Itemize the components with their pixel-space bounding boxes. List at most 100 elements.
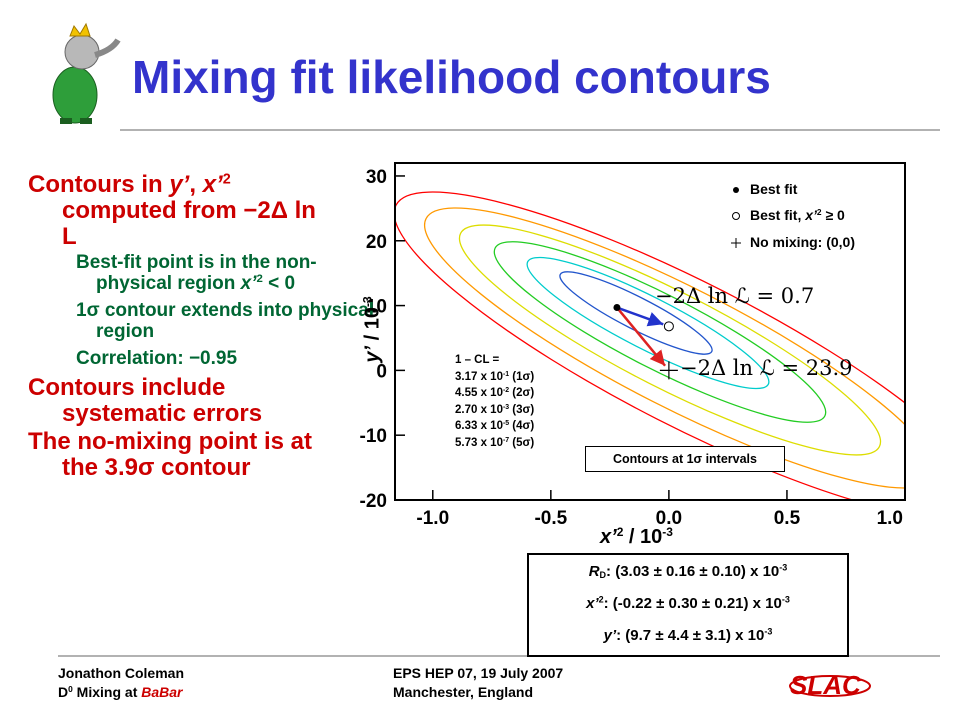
y-axis-label: y’ / 10-3 (360, 296, 385, 363)
legend-entry: No mixing: (0,0) (750, 234, 855, 250)
cl-line: 6.33 x 10-5 (4σ) (455, 418, 534, 435)
text-run: 6.33 x 10 (455, 420, 503, 432)
x-tick-label: 1.0 (877, 508, 903, 529)
footer-left: Jonathon Coleman D0 Mixing at BaBar (58, 664, 184, 702)
text-run: -5 (502, 419, 510, 427)
y-tick-label: -20 (360, 491, 387, 512)
text-run: ≥ 0 (821, 207, 845, 223)
text-run: -3 (502, 403, 510, 411)
cl-title: 1 – CL = (455, 354, 500, 366)
text-run: , (189, 171, 203, 198)
text-run: 2 (256, 273, 263, 286)
author: Jonathon Coleman (58, 665, 185, 681)
text-run: 2 (598, 594, 604, 605)
text-run: 2 (222, 171, 231, 188)
logo-orbit (789, 675, 871, 697)
text-run: 2 (616, 524, 624, 539)
result-line: RD: (3.03 ± 0.16 ± 0.10) x 10-3 (529, 557, 847, 587)
y-tick-label: 0 (376, 361, 387, 382)
text-run: Best fit, (750, 207, 806, 223)
text-run: computed from −2Δ ln L (62, 197, 316, 250)
text-run: < 0 (262, 273, 296, 294)
results-box: RD: (3.03 ± 0.16 ± 0.10) x 10-3 x’2: (-0.… (527, 553, 849, 657)
text-run: x’ (586, 595, 599, 612)
bullet: Best-fit point is in the non-physical re… (76, 252, 381, 294)
bullet: 1σ contour extends into physical region (76, 300, 381, 342)
cl-list: 1 – CL = 3.17 x 10-1 (1σ) 4.55 x 10-2 (2σ)… (455, 352, 534, 451)
arrow (616, 306, 664, 327)
text-run: 3.17 x 10 (455, 370, 503, 383)
x-tick-label: 0.5 (774, 508, 801, 529)
text-run: The no-mixing point is at the 3.9σ conto… (28, 428, 312, 481)
text-run: x’ (240, 273, 257, 294)
text-run: Best fit (750, 181, 798, 197)
text-run: 4.55 x 10 (455, 387, 503, 399)
plot-frame (394, 162, 906, 501)
location: Manchester, England (393, 684, 534, 700)
best-fit-point (613, 304, 621, 312)
text-run: x’ (805, 207, 817, 223)
cl-line: 3.17 x 10-1 (1σ) (455, 369, 534, 386)
text-run: : (3.03 ± 0.16 ± 0.10) x 10 (606, 563, 780, 580)
text-run: (1σ) (509, 370, 535, 383)
text-run: -3 (779, 562, 788, 573)
text-run: -3 (662, 524, 673, 539)
text-run: Contours include systematic errors (28, 374, 263, 427)
logo-elephant (52, 22, 121, 124)
cl-line: 4.55 x 10-2 (2σ) (455, 385, 534, 402)
y-tick-label: -10 (360, 426, 387, 447)
contour-note: Contours at 1σ intervals (585, 446, 785, 472)
x-tick-label: 0.0 (656, 508, 682, 529)
text-run: 5.73 x 10 (455, 436, 503, 449)
text-run: y’ (361, 345, 384, 363)
text-run: 0 (68, 683, 73, 694)
text-run: (4σ) (509, 420, 535, 432)
bullet-list: Contours in y’, x’2 computed from −2Δ ln… (28, 172, 374, 483)
text-run: : (-0.22 ± 0.30 ± 0.21) x 10 (603, 595, 782, 612)
text-run: D (599, 569, 607, 580)
physical-best-fit-point (663, 321, 674, 332)
result-line: x’2: (-0.22 ± 0.30 ± 0.21) x 10-3 (529, 589, 847, 619)
arrow (615, 306, 667, 367)
annotation: −2Δ ln ℒ = 0.7 (655, 284, 815, 308)
x-tick-label: -1.0 (416, 508, 449, 529)
x-tick-label: -0.5 (534, 508, 567, 529)
text-run: Mixing at (72, 684, 142, 700)
bullet: Contours include systematic errors (28, 375, 332, 427)
contours (395, 191, 905, 500)
text-run: 2.70 x 10 (455, 403, 503, 416)
result-line: y’: (9.7 ± 4.4 ± 3.1) x 10-3 (529, 621, 847, 651)
annotation: −2Δ ln ℒ = 23.9 (680, 356, 853, 380)
x-axis-label: x’2 / 10-3 (600, 526, 673, 549)
bullet: The no-mixing point is at the 3.9σ conto… (28, 429, 332, 481)
text-run: -3 (360, 296, 375, 308)
emphasis: BaBar (141, 684, 183, 700)
slide-title: Mixing fit likelihood contours (132, 51, 771, 103)
text-run: -2 (502, 386, 510, 394)
text-run: No mixing: (0,0) (750, 234, 856, 250)
bullet: Contours in y’, x’2 computed from −2Δ ln… (28, 172, 332, 250)
y-tick-label: 30 (366, 167, 387, 188)
y-tick-label: 20 (366, 232, 387, 253)
footer-center: EPS HEP 07, 19 July 2007 Manchester, Eng… (393, 664, 563, 702)
text-run: D (58, 684, 69, 700)
text-run: / 10 (623, 526, 663, 548)
text-run: Best-fit point is in the non-physical re… (76, 252, 317, 294)
text-run: x’ (202, 171, 223, 198)
logo-text: SLAC (790, 670, 861, 700)
text-run: -7 (502, 436, 510, 444)
y-tick-label: 10 (366, 297, 387, 318)
bullet: Correlation: −0.95 (76, 348, 381, 369)
text-run: x’ (600, 526, 617, 548)
legend-entry: Best fit (750, 181, 797, 197)
text-run: R (588, 563, 600, 580)
text-run: Contours in (28, 171, 170, 198)
text-run: 2 (816, 206, 822, 217)
text-run: -3 (764, 626, 773, 637)
text-run: -1 (502, 370, 510, 378)
text-run: (2σ) (509, 387, 535, 399)
text-run: (3σ) (509, 403, 535, 416)
cl-line: 5.73 x 10-7 (5σ) (455, 435, 534, 452)
